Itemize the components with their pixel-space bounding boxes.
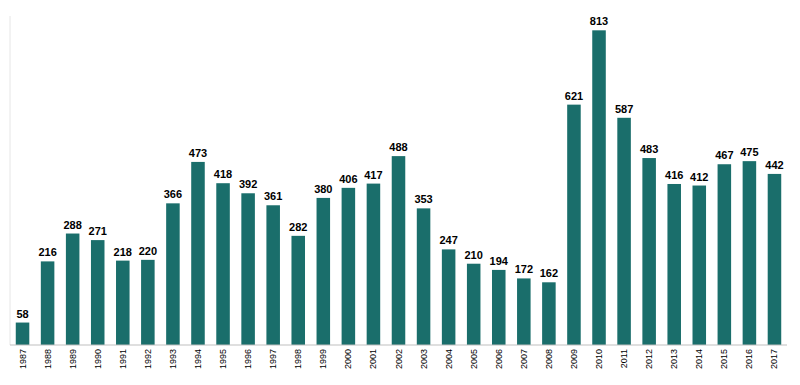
data-label: 282: [289, 221, 307, 233]
x-tick-label: 1993: [168, 349, 178, 369]
x-tick-label: 2005: [469, 349, 479, 369]
data-label: 392: [239, 178, 257, 190]
bars: [16, 30, 781, 345]
data-label: 216: [38, 246, 56, 258]
data-label: 361: [264, 190, 282, 202]
data-label: 418: [214, 168, 232, 180]
x-tick-label: 1996: [243, 349, 253, 369]
data-label: 442: [765, 159, 783, 171]
data-label: 488: [389, 141, 407, 153]
bar: [141, 260, 155, 345]
x-tick-label: 2015: [719, 349, 729, 369]
y-axis-line: [10, 16, 11, 345]
bar: [467, 264, 481, 345]
bar: [66, 234, 80, 345]
data-label: 210: [465, 249, 483, 261]
x-tick-label: 2009: [569, 349, 579, 369]
data-label: 194: [490, 255, 509, 267]
bar: [743, 161, 757, 345]
x-tick-label: 2002: [394, 349, 404, 369]
bar: [617, 118, 631, 345]
data-label: 218: [114, 246, 132, 258]
x-tick-label: 1995: [218, 349, 228, 369]
bar: [16, 323, 30, 345]
x-tick-label: 2006: [494, 349, 504, 369]
x-tick-label: 1988: [43, 349, 53, 369]
x-tick-label: 1998: [293, 349, 303, 369]
bar: [667, 184, 681, 345]
x-tick-label: 2010: [594, 349, 604, 369]
bar: [91, 240, 105, 345]
data-label: 473: [189, 147, 207, 159]
data-label: 220: [139, 245, 157, 257]
bar: [492, 270, 506, 345]
data-label: 366: [164, 188, 182, 200]
x-tick-label: 1994: [193, 349, 203, 369]
bar: [417, 208, 431, 345]
bar: [41, 261, 55, 345]
x-tick-label: 1992: [143, 349, 153, 369]
data-label: 417: [364, 169, 382, 181]
bar: [442, 249, 456, 345]
bar: [266, 205, 280, 345]
x-tick-label: 2016: [744, 349, 754, 369]
bar: [718, 164, 732, 345]
bar: [291, 236, 305, 345]
bar: [116, 261, 130, 345]
x-tick-label: 1989: [68, 349, 78, 369]
x-tick-label: 1991: [118, 349, 128, 369]
data-label: 467: [715, 149, 733, 161]
x-axis-line: [10, 345, 787, 346]
data-label: 247: [439, 234, 457, 246]
x-tick-label: 2003: [419, 349, 429, 369]
data-label: 162: [540, 267, 558, 279]
x-tick-label: 2013: [669, 349, 679, 369]
bar: [392, 156, 406, 345]
bar: [567, 105, 581, 345]
data-label: 288: [63, 219, 81, 231]
x-tick-label: 2017: [769, 349, 779, 369]
bar: [693, 186, 707, 345]
x-tick-label: 2011: [619, 349, 629, 368]
bar: [542, 282, 556, 345]
bar: [642, 158, 656, 345]
data-label: 621: [565, 90, 583, 102]
data-label: 172: [515, 263, 533, 275]
x-tick-label: 2001: [368, 349, 378, 369]
x-tick-label: 2008: [544, 349, 554, 369]
x-tick-label: 2000: [343, 349, 353, 369]
data-label: 353: [414, 193, 432, 205]
bar: [216, 183, 230, 345]
bar: [342, 188, 356, 345]
x-tick-label: 1997: [268, 349, 278, 369]
x-tick-label: 1999: [318, 349, 328, 369]
bar: [166, 203, 180, 345]
data-label: 58: [16, 308, 28, 320]
data-label: 475: [740, 146, 758, 158]
data-label: 380: [314, 183, 332, 195]
bar: [317, 198, 331, 345]
data-label: 271: [89, 225, 107, 237]
data-label: 587: [615, 103, 633, 115]
chart-svg: 58 216 288 271 218 220 366 473 418 392 361 282 380 40…: [0, 0, 800, 385]
data-label: 412: [690, 171, 708, 183]
bar: [592, 30, 606, 345]
bar: [241, 193, 255, 345]
x-tick-label: 2004: [444, 349, 454, 369]
x-tick-label: 1987: [18, 349, 28, 369]
x-tick-label: 2012: [644, 349, 654, 369]
x-tick-label: 2007: [519, 349, 529, 369]
data-label: 483: [640, 143, 658, 155]
bar: [517, 278, 531, 345]
data-label: 406: [339, 173, 357, 185]
bar: [191, 162, 205, 345]
bar: [768, 174, 782, 345]
data-label: 416: [665, 169, 683, 181]
x-tick-label: 2014: [694, 349, 704, 369]
bar: [367, 184, 381, 345]
x-tick-label: 1990: [93, 349, 103, 369]
chart-container: 58 216 288 271 218 220 366 473 418 392 361 282 380 40…: [0, 0, 800, 385]
data-label: 813: [590, 15, 608, 27]
